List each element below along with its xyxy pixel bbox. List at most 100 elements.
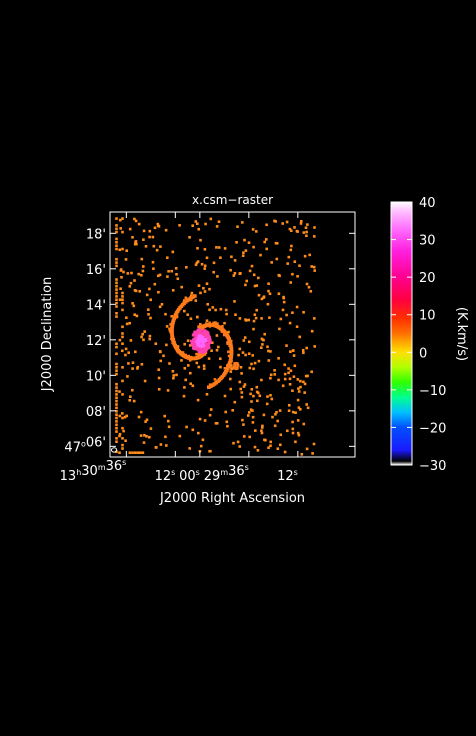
map-pixel [126,375,129,378]
map-pixel [169,323,172,326]
map-pixel [254,316,258,320]
map-pixel [183,367,187,370]
map-pixel [203,346,206,350]
map-pixel [306,223,309,226]
map-pixel [203,329,206,332]
map-pixel [170,269,173,273]
map-pixel [295,229,299,233]
map-pixel [313,345,316,348]
map-pixel [275,242,279,245]
map-pixel [276,447,280,450]
map-pixel [216,322,219,325]
plot-area [110,212,355,457]
map-pixel [300,453,304,456]
map-pixel [128,321,131,325]
map-pixel [242,339,246,342]
map-pixel [207,339,211,343]
map-pixel [229,377,232,381]
map-pixel [270,397,274,401]
map-pixel [275,257,279,261]
map-pixel [251,421,255,424]
map-pixel [299,385,302,389]
map-pixel [291,410,295,414]
map-pixel [139,434,143,437]
map-pixel [303,254,307,258]
map-pixel [277,273,281,277]
map-pixel [227,362,232,367]
map-pixel [189,317,193,320]
map-pixel [219,307,223,311]
map-pixel [115,261,118,264]
map-pixel [121,295,124,298]
map-pixel [305,234,308,238]
map-pixel [115,389,118,393]
y-axis-label: J2000 Declination [40,277,55,393]
map-pixel [198,325,202,329]
map-pixel [197,325,200,328]
map-pixel [133,313,136,316]
map-pixel [121,366,124,369]
map-pixel [169,331,173,334]
map-pixel [201,336,205,339]
map-pixel [167,270,170,273]
map-pixel [162,354,165,358]
map-pixel [302,351,305,355]
map-pixel [267,446,270,449]
colorbar-tick-label: 10 [419,309,436,324]
map-pixel [196,247,199,250]
map-pixel [172,316,177,321]
map-pixel [287,367,290,370]
map-pixel [297,390,301,393]
map-pixel [270,261,273,264]
map-pixel [166,275,169,278]
map-pixel [229,387,232,391]
map-pixel [271,415,274,419]
map-pixel [241,418,244,422]
colorbar [391,202,412,465]
map-pixel [289,248,293,252]
map-pixel [119,268,123,271]
map-pixel [166,256,169,259]
map-pixel [219,376,223,379]
plot-frame [109,211,356,458]
map-pixel [268,316,271,319]
map-pixel [219,256,222,259]
map-pixel [277,292,281,295]
map-pixel [260,346,263,349]
map-pixel [247,318,250,322]
map-pixel [230,255,233,259]
map-pixel [142,338,145,342]
map-pixel [304,374,308,378]
map-pixel [248,411,251,414]
map-pixel [240,372,243,375]
map-pixel [149,316,152,320]
map-pixel [229,351,234,356]
map-pixel [182,299,186,302]
map-pixel [115,430,118,433]
map-pixel [311,452,314,455]
map-pixel [129,281,133,285]
map-pixel [207,343,211,347]
map-pixel [115,393,118,396]
map-pixel [165,444,168,447]
map-pixel [118,390,121,393]
map-pixel [255,385,259,389]
map-pixel [294,440,297,444]
map-pixel [119,287,122,290]
map-pixel [140,273,143,277]
map-pixel [298,264,301,267]
map-pixel [191,224,194,227]
map-pixel [131,388,134,392]
map-pixel [115,305,118,308]
map-pixel [202,344,206,347]
map-pixel [296,275,299,278]
map-pixel [257,293,261,297]
map-pixel [175,373,178,377]
map-pixel [202,332,206,335]
map-pixel [148,337,151,341]
map-pixel [298,335,301,339]
map-pixel [285,344,288,347]
map-pixel [115,227,118,231]
map-pixel [204,337,207,341]
map-pixel [281,384,285,388]
